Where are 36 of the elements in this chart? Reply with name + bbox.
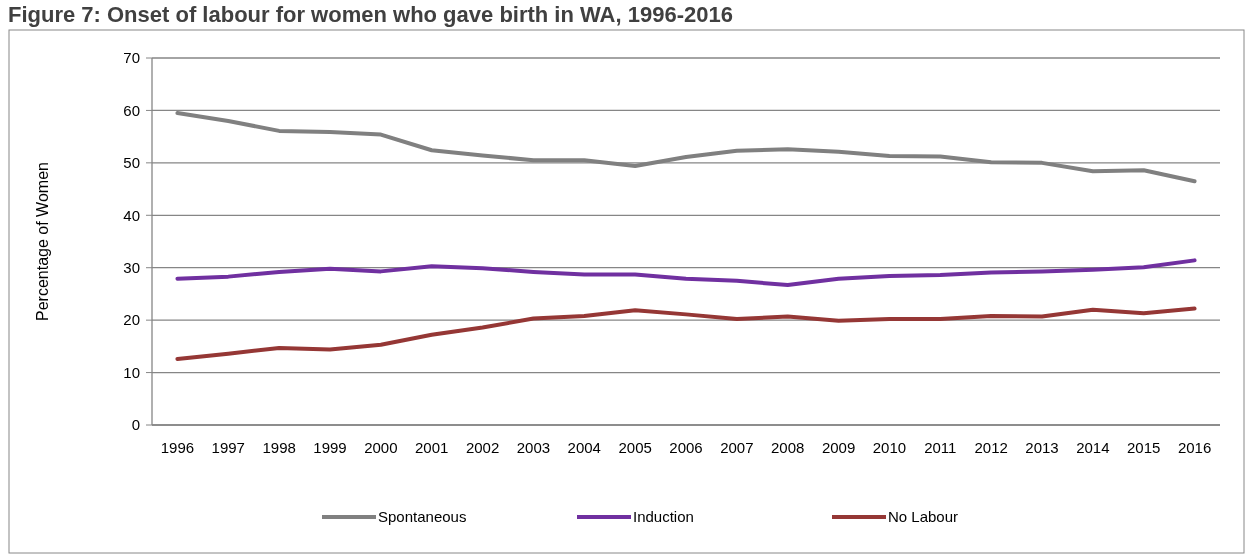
legend-label: Spontaneous: [378, 508, 467, 526]
x-tick-label: 1996: [160, 439, 195, 456]
x-tick-label: 2001: [415, 439, 449, 456]
x-tick-label: 2007: [720, 439, 754, 456]
legend-label: Induction: [633, 508, 694, 526]
x-tick-label: 2013: [1025, 439, 1059, 456]
y-tick-label: 0: [131, 416, 140, 434]
legend-label: No Labour: [888, 508, 959, 526]
y-tick-label: 20: [123, 311, 140, 329]
x-tick-label: 2005: [618, 439, 652, 456]
x-tick-label: 2016: [1177, 439, 1212, 456]
x-tick-label: 2006: [669, 439, 703, 456]
x-tick-label: 2015: [1127, 439, 1161, 456]
x-tick-label: 2003: [516, 439, 551, 456]
x-tick-label: 2000: [364, 439, 398, 456]
x-tick-label: 2011: [924, 439, 957, 456]
x-tick-label: 2012: [974, 439, 1008, 456]
x-tick-label: 1999: [313, 439, 347, 456]
y-tick-label: 10: [123, 363, 140, 381]
x-tick-label: 2010: [872, 439, 907, 456]
y-tick-label: 70: [123, 49, 140, 67]
x-tick-label: 2004: [567, 439, 601, 456]
y-tick-label: 30: [123, 258, 140, 276]
x-tick-label: 2014: [1076, 439, 1110, 456]
x-tick-label: 2009: [821, 439, 856, 456]
chart-title: Figure 7: Onset of labour for women who gave birth in WA, 1996-2016: [8, 2, 733, 27]
x-tick-label: 1997: [211, 439, 245, 456]
x-tick-label: 1998: [262, 439, 296, 456]
y-tick-label: 40: [123, 206, 140, 224]
y-axis-title: Percentage of Women: [34, 162, 51, 321]
x-tick-label: 2008: [771, 439, 805, 456]
line-series: [175, 258, 1197, 288]
y-tick-label: 60: [123, 101, 140, 119]
x-tick-label: 2002: [465, 439, 500, 456]
line-series: [175, 306, 1197, 361]
y-tick-label: 50: [123, 154, 140, 172]
